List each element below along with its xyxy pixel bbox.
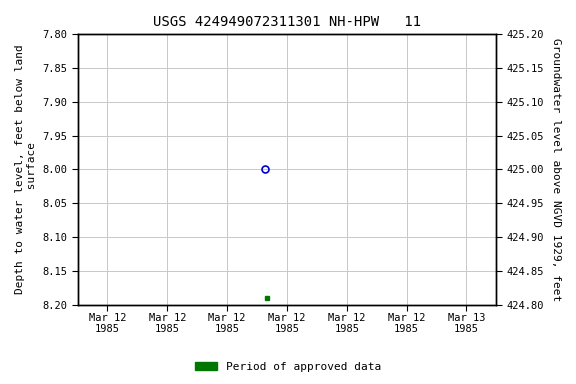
Legend: Period of approved data: Period of approved data	[191, 358, 385, 377]
Y-axis label: Groundwater level above NGVD 1929, feet: Groundwater level above NGVD 1929, feet	[551, 38, 561, 301]
Title: USGS 424949072311301 NH-HPW   11: USGS 424949072311301 NH-HPW 11	[153, 15, 421, 29]
Y-axis label: Depth to water level, feet below land
 surface: Depth to water level, feet below land su…	[15, 45, 37, 294]
